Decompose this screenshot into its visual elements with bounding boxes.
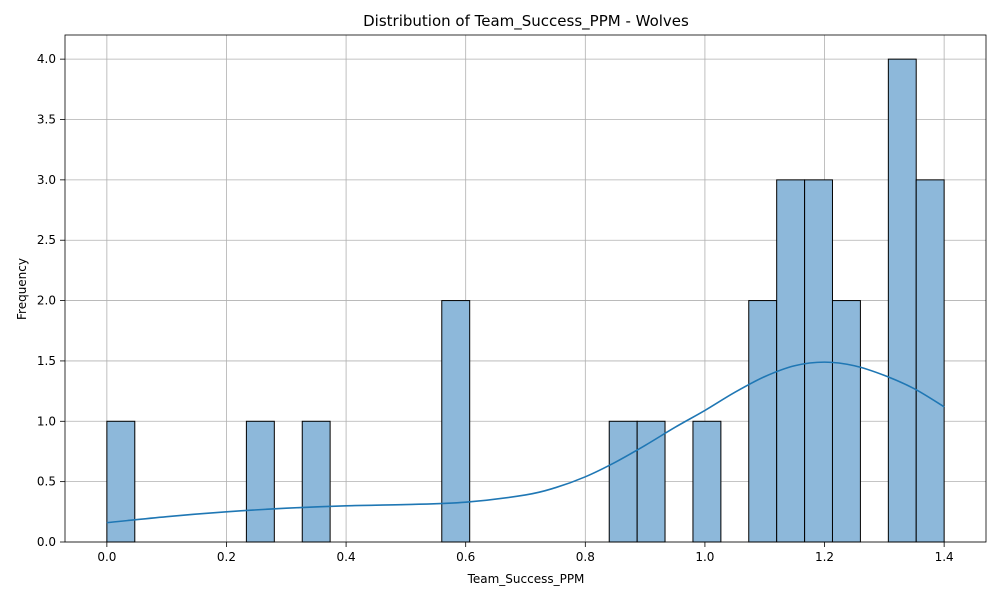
y-axis-ticks: 0.0 0.5 1.0 1.5 2.0 2.5 3.0 3.5 4.0 (37, 52, 65, 549)
x-axis-label: Team_Success_PPM (467, 572, 585, 586)
histogram-bar (692, 420, 722, 543)
histogram-bar (776, 179, 806, 543)
x-tick-label: 0.8 (576, 550, 595, 564)
y-tick-label: 1.0 (37, 414, 56, 428)
y-tick-label: 0.0 (37, 535, 56, 549)
x-axis-ticks: 0.0 0.2 0.4 0.6 0.8 1.0 1.2 1.4 (97, 542, 954, 564)
x-tick-label: 0.4 (337, 550, 356, 564)
x-tick-label: 0.2 (217, 550, 236, 564)
histogram-bar (245, 420, 275, 543)
histogram-bar (887, 58, 917, 543)
plot-frame (64, 34, 987, 543)
histogram-bar (608, 420, 638, 543)
kde-curve (106, 361, 945, 524)
chart-title: Distribution of Team_Success_PPM - Wolve… (363, 12, 689, 31)
histogram-bar (748, 300, 778, 543)
x-tick-label: 0.0 (97, 550, 116, 564)
x-tick-label: 1.2 (815, 550, 834, 564)
y-tick-label: 3.0 (37, 173, 56, 187)
y-tick-label: 4.0 (37, 52, 56, 66)
x-tick-label: 0.6 (456, 550, 475, 564)
histogram-bar (106, 420, 136, 543)
x-tick-label: 1.0 (695, 550, 714, 564)
y-tick-label: 1.5 (37, 354, 56, 368)
y-tick-label: 2.5 (37, 233, 56, 247)
histogram-bar (915, 179, 945, 543)
histogram-bar (301, 420, 331, 543)
histogram-bar (636, 420, 666, 543)
y-axis-label: Frequency (15, 258, 29, 320)
histogram-bar (441, 300, 471, 543)
histogram-bar (804, 179, 833, 543)
y-tick-label: 3.5 (37, 113, 56, 127)
x-tick-label: 1.4 (935, 550, 954, 564)
histogram-bar (831, 300, 861, 543)
y-tick-label: 2.0 (37, 294, 56, 308)
histogram-bars (106, 58, 945, 543)
y-tick-label: 0.5 (37, 475, 56, 489)
